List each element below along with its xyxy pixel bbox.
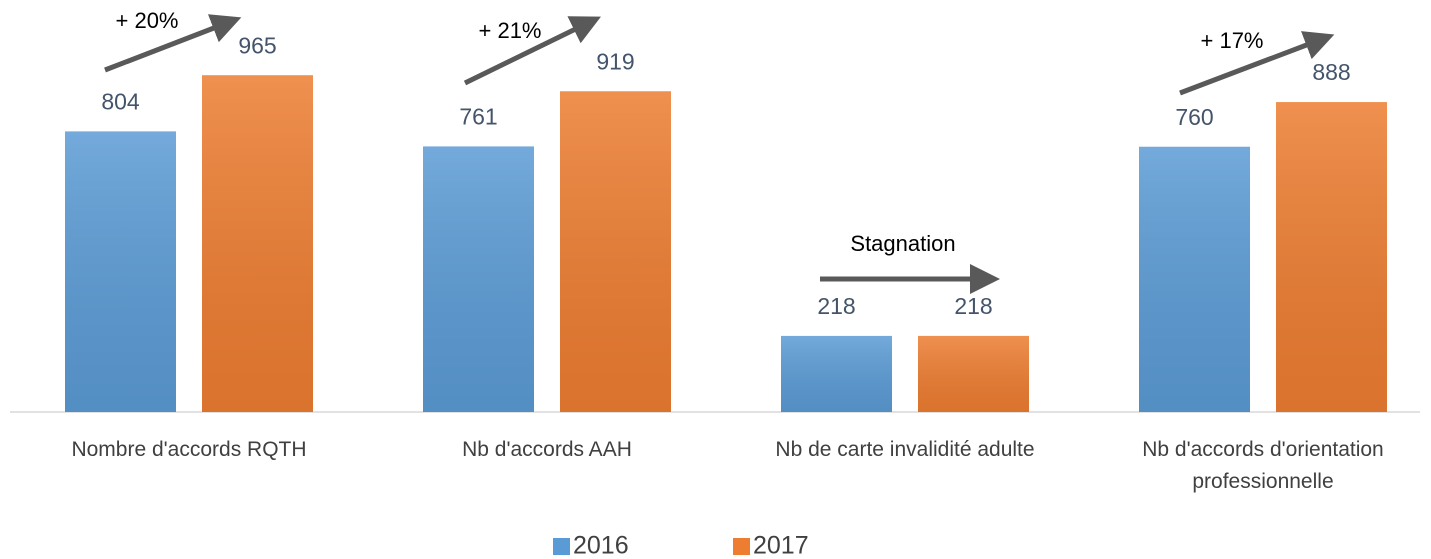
legend-label: 2016 (573, 532, 629, 559)
annotation: Stagnation (850, 231, 955, 256)
bar-shade (423, 146, 534, 412)
legend-swatch (553, 538, 570, 555)
data-label: 218 (954, 293, 992, 319)
bar-shade (65, 131, 176, 413)
arrow (463, 16, 601, 86)
data-label: 760 (1175, 104, 1213, 130)
annotation: + 21% (479, 18, 542, 43)
bar-shade (781, 335, 892, 412)
bar-shade (918, 335, 1029, 412)
data-label: 919 (596, 48, 634, 74)
x-tick-label: Nb de carte invalidité adulte (775, 438, 1035, 461)
arrow (1179, 31, 1335, 96)
x-tick-label: Nb d'accords d'orientation professionnel… (1142, 438, 1384, 493)
data-label: 965 (238, 32, 276, 58)
legend-swatch (733, 538, 750, 555)
bar-shade (560, 91, 671, 413)
bar-shade (202, 75, 313, 412)
legend-label: 2017 (753, 532, 809, 559)
arrow (104, 14, 242, 73)
bar-shade (1139, 146, 1250, 412)
bar-shade (1276, 102, 1387, 412)
annotation: + 17% (1201, 28, 1264, 53)
data-label: 804 (101, 88, 140, 114)
data-label: 888 (1312, 59, 1350, 85)
x-tick-label: Nb d'accords AAH (462, 438, 632, 461)
data-label: 218 (817, 293, 855, 319)
annotation: + 20% (116, 8, 179, 33)
data-label: 761 (459, 103, 497, 129)
x-tick-label: Nombre d'accords RQTH (71, 438, 307, 461)
